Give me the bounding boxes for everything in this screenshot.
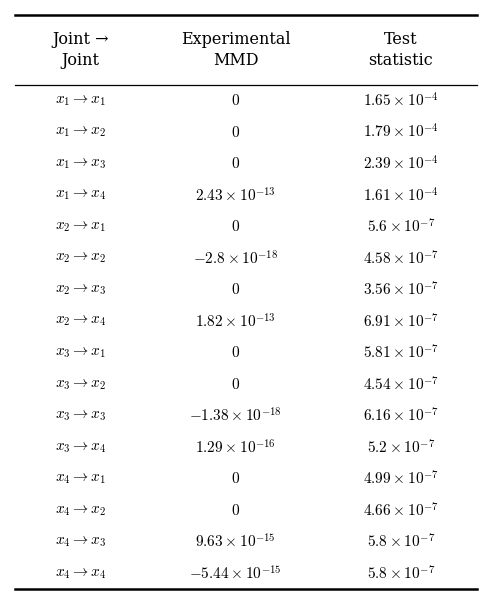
Text: $x_4 \rightarrow x_1$: $x_4 \rightarrow x_1$ [55, 471, 106, 486]
Text: $9.63 \times 10^{-15}$: $9.63 \times 10^{-15}$ [195, 533, 276, 551]
Text: $6.91 \times 10^{-7}$: $6.91 \times 10^{-7}$ [363, 312, 439, 330]
Text: $x_4 \rightarrow x_3$: $x_4 \rightarrow x_3$ [55, 534, 106, 549]
Text: $x_3 \rightarrow x_3$: $x_3 \rightarrow x_3$ [55, 408, 106, 423]
Text: $1.61 \times 10^{-4}$: $1.61 \times 10^{-4}$ [363, 186, 439, 204]
Text: $x_1 \rightarrow x_3$: $x_1 \rightarrow x_3$ [55, 156, 106, 171]
Text: $0$: $0$ [231, 156, 240, 171]
Text: $5.6 \times 10^{-7}$: $5.6 \times 10^{-7}$ [367, 218, 435, 236]
Text: $1.29 \times 10^{-16}$: $1.29 \times 10^{-16}$ [195, 438, 276, 456]
Text: $0$: $0$ [231, 282, 240, 297]
Text: $x_3 \rightarrow x_4$: $x_3 \rightarrow x_4$ [55, 440, 106, 454]
Text: $x_1 \rightarrow x_4$: $x_1 \rightarrow x_4$ [55, 188, 106, 202]
Text: $x_4 \rightarrow x_4$: $x_4 \rightarrow x_4$ [55, 566, 106, 581]
Text: $3.56 \times 10^{-7}$: $3.56 \times 10^{-7}$ [363, 281, 439, 299]
Text: $0$: $0$ [231, 377, 240, 391]
Text: $x_2 \rightarrow x_2$: $x_2 \rightarrow x_2$ [55, 251, 106, 265]
Text: $5.81 \times 10^{-7}$: $5.81 \times 10^{-7}$ [363, 344, 439, 362]
Text: $5.2 \times 10^{-7}$: $5.2 \times 10^{-7}$ [367, 438, 435, 456]
Text: $-2.8 \times 10^{-18}$: $-2.8 \times 10^{-18}$ [193, 249, 278, 267]
Text: $x_3 \rightarrow x_1$: $x_3 \rightarrow x_1$ [55, 345, 106, 360]
Text: $6.16 \times 10^{-7}$: $6.16 \times 10^{-7}$ [363, 407, 439, 425]
Text: Joint →
Joint: Joint → Joint [53, 31, 109, 69]
Text: $x_1 \rightarrow x_1$: $x_1 \rightarrow x_1$ [55, 93, 106, 108]
Text: Test
statistic: Test statistic [369, 31, 433, 69]
Text: $-1.38 \times 10^{-18}$: $-1.38 \times 10^{-18}$ [189, 407, 282, 425]
Text: $0$: $0$ [231, 471, 240, 486]
Text: $2.39 \times 10^{-4}$: $2.39 \times 10^{-4}$ [363, 155, 439, 173]
Text: $4.99 \times 10^{-7}$: $4.99 \times 10^{-7}$ [363, 470, 439, 488]
Text: $4.54 \times 10^{-7}$: $4.54 \times 10^{-7}$ [363, 375, 439, 393]
Text: $4.66 \times 10^{-7}$: $4.66 \times 10^{-7}$ [363, 501, 439, 519]
Text: $x_2 \rightarrow x_4$: $x_2 \rightarrow x_4$ [55, 314, 106, 328]
Text: $5.8 \times 10^{-7}$: $5.8 \times 10^{-7}$ [367, 533, 435, 551]
Text: $5.8 \times 10^{-7}$: $5.8 \times 10^{-7}$ [367, 564, 435, 582]
Text: $0$: $0$ [231, 93, 240, 108]
Text: $x_2 \rightarrow x_1$: $x_2 \rightarrow x_1$ [55, 219, 106, 234]
Text: $2.43 \times 10^{-13}$: $2.43 \times 10^{-13}$ [195, 186, 276, 204]
Text: $1.79 \times 10^{-4}$: $1.79 \times 10^{-4}$ [363, 123, 439, 141]
Text: $0$: $0$ [231, 219, 240, 234]
Text: $x_3 \rightarrow x_2$: $x_3 \rightarrow x_2$ [55, 377, 106, 391]
Text: Experimental
MMD: Experimental MMD [181, 31, 290, 69]
Text: $1.65 \times 10^{-4}$: $1.65 \times 10^{-4}$ [363, 92, 439, 110]
Text: $-5.44 \times 10^{-15}$: $-5.44 \times 10^{-15}$ [189, 564, 282, 582]
Text: $x_4 \rightarrow x_2$: $x_4 \rightarrow x_2$ [55, 503, 106, 518]
Text: $0$: $0$ [231, 125, 240, 139]
Text: $1.82 \times 10^{-13}$: $1.82 \times 10^{-13}$ [195, 312, 276, 330]
Text: $0$: $0$ [231, 503, 240, 518]
Text: $x_2 \rightarrow x_3$: $x_2 \rightarrow x_3$ [55, 282, 106, 297]
Text: $0$: $0$ [231, 345, 240, 360]
Text: $4.58 \times 10^{-7}$: $4.58 \times 10^{-7}$ [363, 249, 439, 267]
Text: $x_1 \rightarrow x_2$: $x_1 \rightarrow x_2$ [55, 125, 106, 139]
